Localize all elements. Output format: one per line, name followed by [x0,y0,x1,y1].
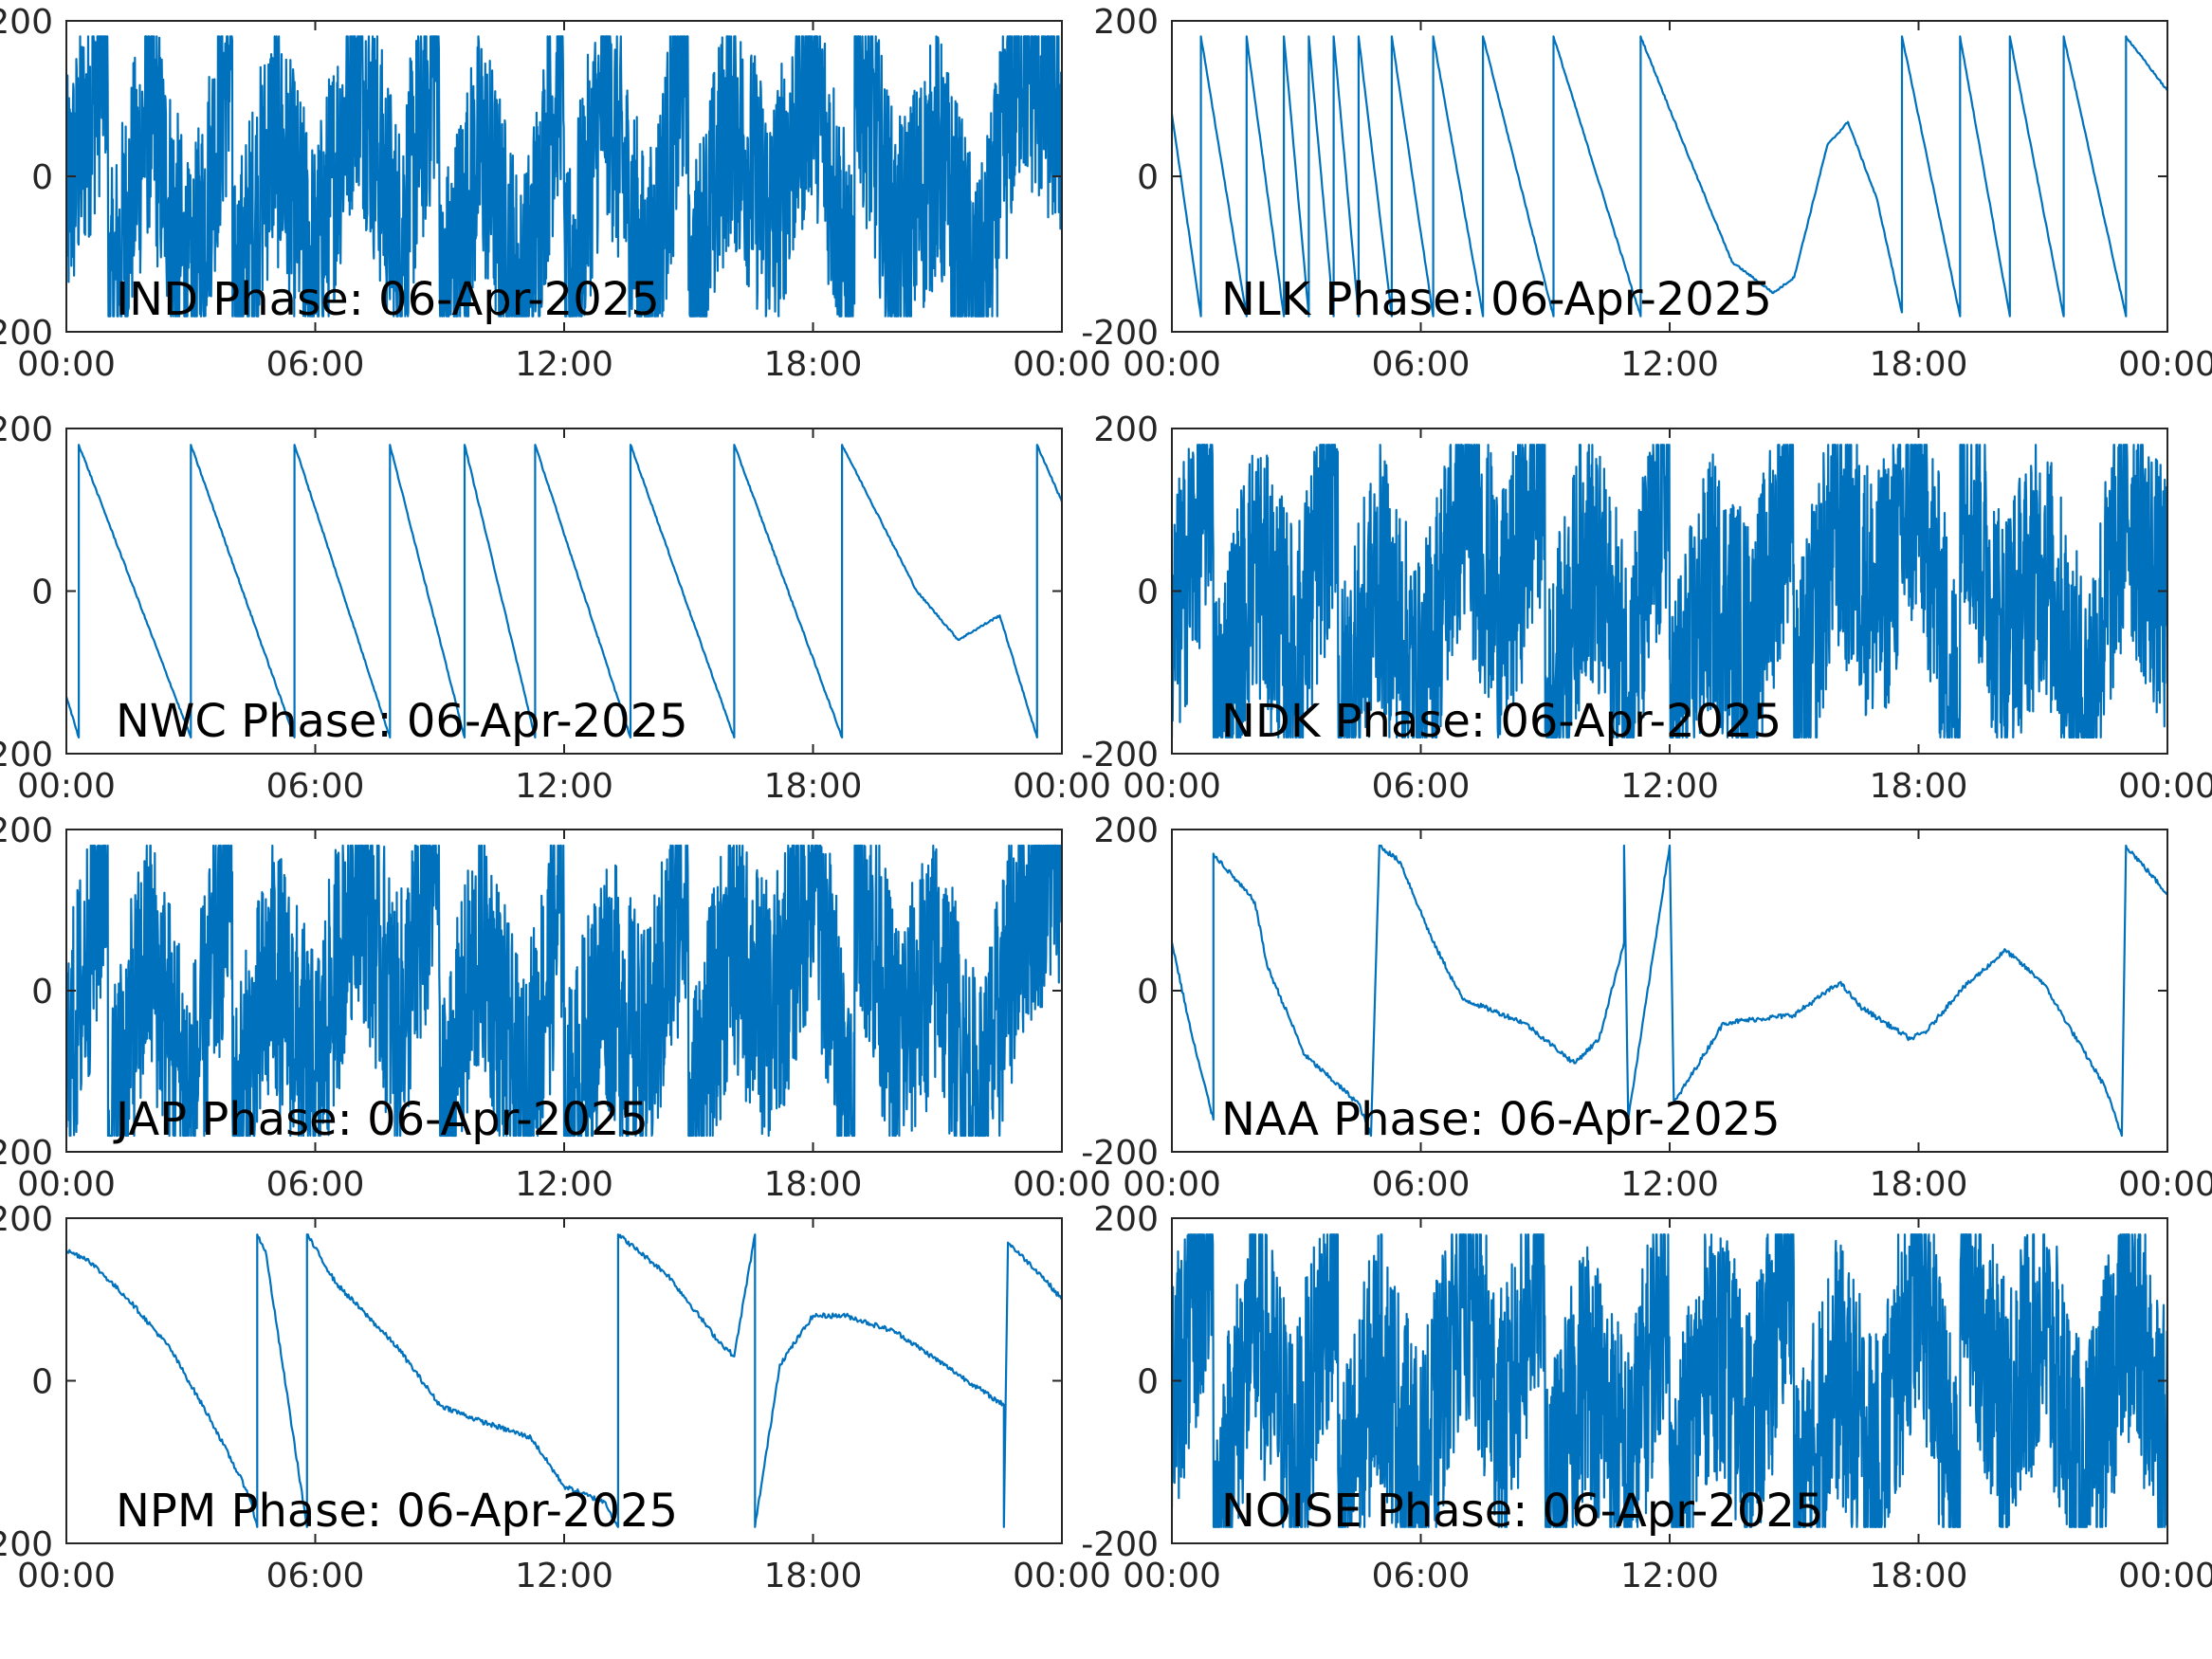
panel-title: NPM Phase: 06-Apr-2025 [116,1485,678,1538]
x-tick-label: 06:00 [1372,1165,1471,1204]
y-tick-label: 0 [1137,158,1159,197]
y-tick-label: 0 [31,574,53,612]
x-tick-label: 00:00 [1123,1557,1221,1595]
panel-title: JAP Phase: 06-Apr-2025 [113,1093,649,1146]
x-tick-label: 12:00 [515,345,613,384]
x-tick-label: 00:00 [17,345,116,384]
x-tick-label: 18:00 [764,1557,863,1595]
x-tick-label: 18:00 [764,767,863,806]
y-tick-label: -200 [0,1134,53,1173]
panel-title: NLK Phase: 06-Apr-2025 [1221,273,1772,326]
y-tick-label: -200 [0,736,53,775]
phase-trace [1172,444,2167,738]
x-tick-label: 00:00 [17,1557,116,1595]
y-tick-label: -200 [1081,1525,1159,1564]
phase-trace [66,1233,1062,1528]
panel-title: NWC Phase: 06-Apr-2025 [116,695,688,748]
panel-title: NOISE Phase: 06-Apr-2025 [1221,1485,1823,1538]
y-tick-label: 0 [1137,973,1159,1012]
y-tick-label: 200 [0,1200,53,1239]
phase-trace [1172,1233,2167,1528]
x-tick-label: 18:00 [764,1165,863,1204]
x-tick-label: 18:00 [1870,1557,1968,1595]
x-tick-label: 00:00 [2118,1557,2212,1595]
x-tick-label: 06:00 [1372,1557,1471,1595]
x-tick-label: 06:00 [266,1165,365,1204]
x-tick-label: 12:00 [1620,345,1719,384]
x-tick-label: 12:00 [1620,1557,1719,1595]
phase-trace [1172,844,2167,1138]
x-tick-label: 12:00 [515,1165,613,1204]
x-tick-label: 00:00 [2118,767,2212,806]
x-tick-label: 18:00 [764,345,863,384]
x-tick-label: 00:00 [1013,767,1111,806]
y-tick-label: 0 [1137,574,1159,612]
panel-title: NAA Phase: 06-Apr-2025 [1221,1093,1781,1146]
x-tick-label: 06:00 [1372,345,1471,384]
y-tick-label: -200 [1081,314,1159,353]
phase-trace [66,444,1062,738]
y-tick-label: 200 [0,410,53,449]
x-tick-label: 18:00 [1870,1165,1968,1204]
x-tick-label: 12:00 [1620,767,1719,806]
x-tick-label: 00:00 [1123,767,1221,806]
x-tick-label: 00:00 [2118,1165,2212,1204]
y-tick-label: 0 [31,1363,53,1402]
y-tick-label: 0 [1137,1363,1159,1402]
x-tick-label: 00:00 [2118,345,2212,384]
y-tick-label: 200 [0,811,53,850]
x-tick-label: 06:00 [266,345,365,384]
phase-trace [66,35,1062,318]
y-tick-label: 0 [31,158,53,197]
y-tick-label: 200 [1093,410,1159,449]
x-tick-label: 18:00 [1870,345,1968,384]
x-tick-label: 00:00 [1123,1165,1221,1204]
x-tick-label: 00:00 [17,767,116,806]
x-tick-label: 12:00 [1620,1165,1719,1204]
y-tick-label: -200 [0,1525,53,1564]
panel-title: IND Phase: 06-Apr-2025 [116,273,660,326]
x-tick-label: 06:00 [266,767,365,806]
y-tick-label: -200 [0,314,53,353]
x-tick-label: 00:00 [1013,1557,1111,1595]
x-tick-label: 00:00 [1013,1165,1111,1204]
x-tick-label: 06:00 [1372,767,1471,806]
x-tick-label: 06:00 [266,1557,365,1595]
x-tick-label: 12:00 [515,1557,613,1595]
x-tick-label: 12:00 [515,767,613,806]
y-tick-label: -200 [1081,1134,1159,1173]
phase-trace [66,844,1062,1138]
phase-trace [1172,35,2167,318]
x-tick-label: 00:00 [17,1165,116,1204]
y-tick-label: 200 [1093,1200,1159,1239]
x-tick-label: 00:00 [1123,345,1221,384]
y-tick-label: 200 [1093,3,1159,42]
y-tick-label: 0 [31,973,53,1012]
y-tick-label: -200 [1081,736,1159,775]
y-tick-label: 200 [0,3,53,42]
x-tick-label: 18:00 [1870,767,1968,806]
y-tick-label: 200 [1093,811,1159,850]
x-tick-label: 00:00 [1013,345,1111,384]
panel-title: NDK Phase: 06-Apr-2025 [1221,695,1782,748]
